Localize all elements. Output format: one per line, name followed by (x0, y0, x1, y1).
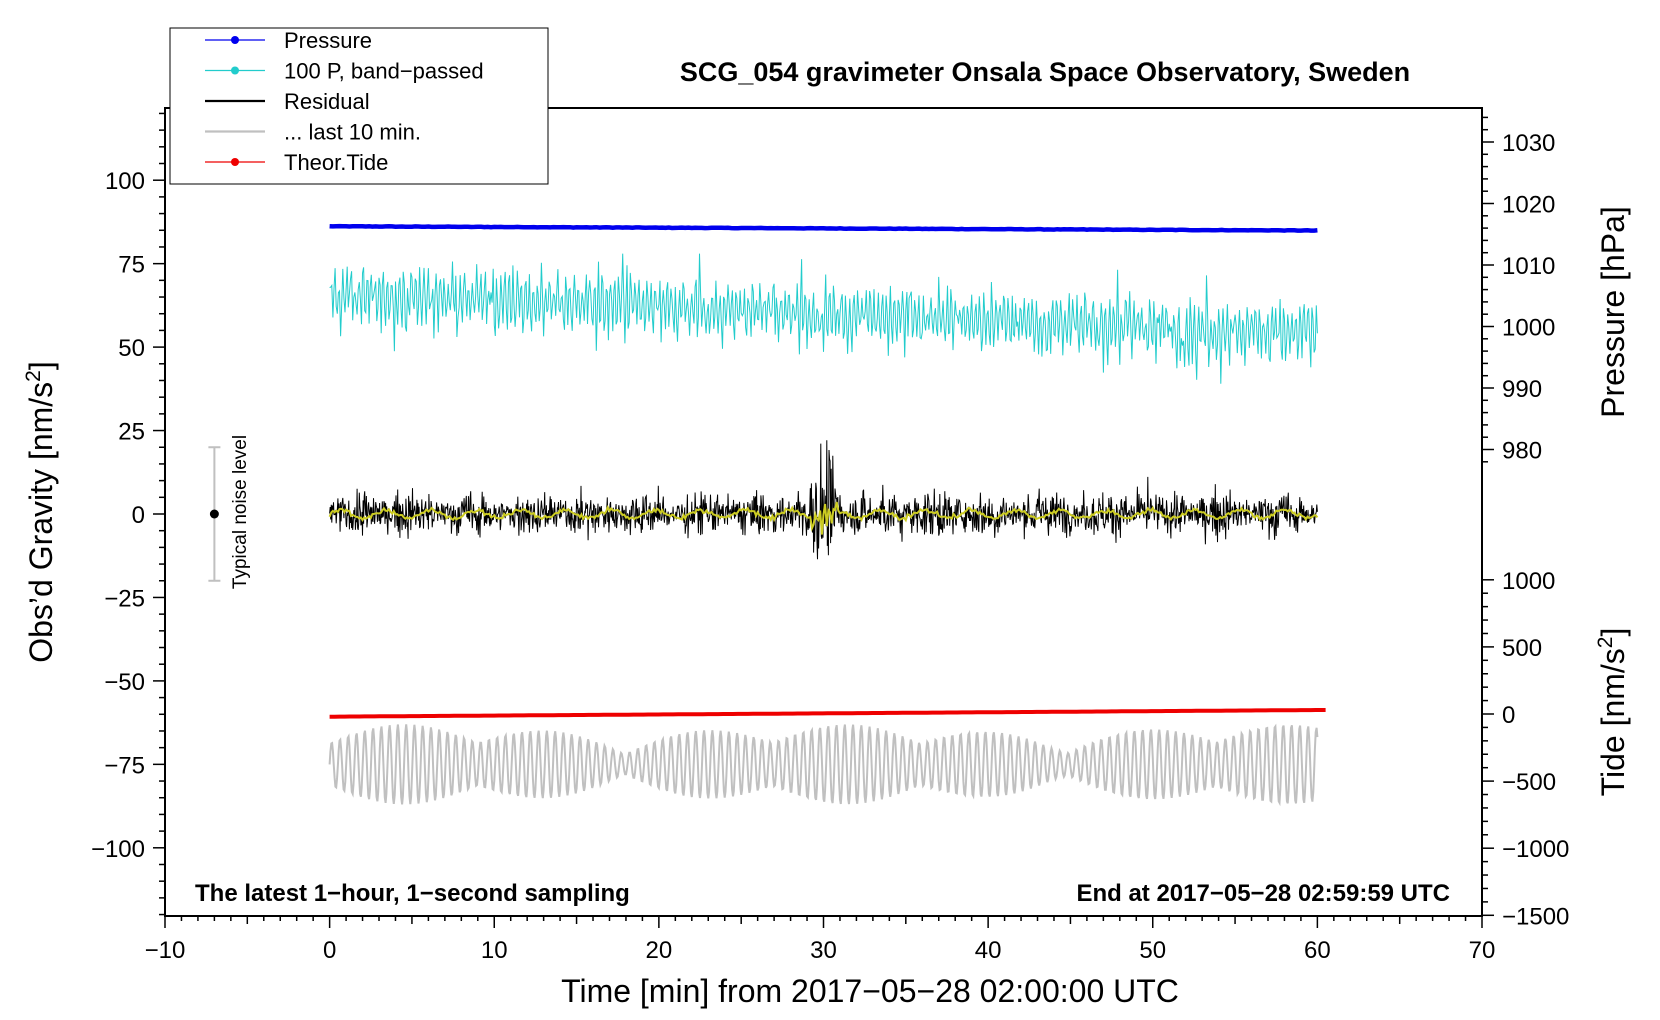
tide-axis-title-sup: 2 (1594, 637, 1617, 649)
y-tick-label: −50 (104, 669, 145, 696)
pressure-axis-title: Pressure [hPa] (1595, 206, 1631, 418)
tide-tick-label: 1000 (1502, 568, 1555, 595)
chart-title: SCG_054 gravimeter Onsala Space Observat… (680, 57, 1410, 87)
x-tick-label: 30 (810, 937, 837, 964)
legend-marker (231, 36, 239, 44)
tide-tick-label: −1500 (1502, 903, 1569, 930)
y-tick-label: 25 (118, 419, 145, 446)
residual-smoothed-series (328, 501, 1319, 535)
pressure-tick-label: 1010 (1502, 253, 1555, 280)
y-tick-label: −25 (104, 585, 145, 612)
noise-level-label: Typical noise level (230, 435, 251, 589)
legend: Pressure 100 P, band−passed Residual ... la… (169, 27, 549, 185)
tide-axis-title-close: ] (1595, 628, 1631, 637)
tide-tick-label: −500 (1502, 769, 1556, 796)
y-axis-title-sup: 2 (22, 370, 45, 382)
y-axis-title-main: Obs’d Gravity [nm/s (23, 382, 59, 663)
legend-label: Pressure (284, 28, 372, 53)
pressure-tick-label: 1030 (1502, 130, 1555, 157)
sampling-annotation: The latest 1−hour, 1−second sampling (195, 880, 630, 907)
x-tick-label: 60 (1304, 937, 1331, 964)
y-tick-label: −75 (104, 752, 145, 779)
residual-series (329, 440, 1318, 560)
tide-tick-label: 500 (1502, 635, 1542, 662)
legend-box (169, 27, 549, 185)
y-tick-label: 100 (105, 168, 145, 195)
y-tick-label: 75 (118, 252, 145, 279)
x-tick-label: 40 (975, 937, 1002, 964)
y-tick-label: −100 (91, 836, 145, 863)
legend-marker (231, 66, 239, 75)
pressure-tick-label: 1000 (1502, 315, 1555, 342)
x-axis-title: Time [min] from 2017−05−28 02:00:00 UTC (561, 973, 1179, 1009)
legend-marker (231, 158, 239, 166)
noise-bar-center-dot (209, 509, 219, 519)
pressure-series (329, 223, 1318, 233)
theoretical-tide-series (329, 708, 1326, 719)
tide-axis-title: Tide [nm/s2] (1594, 628, 1631, 797)
x-tick-label: 10 (481, 937, 508, 964)
pressure-tick-label: 1020 (1502, 192, 1555, 219)
legend-label: ... last 10 min. (284, 120, 421, 145)
pressure-tick-label: 980 (1502, 438, 1542, 465)
legend-label: Theor.Tide (284, 150, 388, 175)
y-axis-title-close: ] (23, 361, 59, 370)
y-tick-label: 50 (118, 335, 145, 362)
x-tick-label: 70 (1469, 937, 1496, 964)
end-time-annotation: End at 2017−05−28 02:59:59 UTC (1076, 880, 1450, 907)
y-axis-title: Obs’d Gravity [nm/s2] (22, 361, 59, 663)
tide-axis-title-main: Tide [nm/s (1595, 648, 1631, 796)
y-tick-label: 0 (132, 502, 145, 529)
legend-label: 100 P, band−passed (284, 59, 484, 84)
x-tick-label: 50 (1139, 937, 1166, 964)
x-tick-label: −10 (145, 937, 186, 964)
x-tick-label: 0 (323, 937, 336, 964)
tide-tick-label: 0 (1502, 702, 1515, 729)
last-10-min-series (328, 723, 1319, 807)
pressure-tick-label: 990 (1502, 376, 1542, 403)
tide-tick-label: −1000 (1502, 836, 1569, 863)
x-tick-label: 20 (646, 937, 673, 964)
legend-label: Residual (284, 89, 370, 114)
band-passed-pressure-series (329, 253, 1318, 384)
